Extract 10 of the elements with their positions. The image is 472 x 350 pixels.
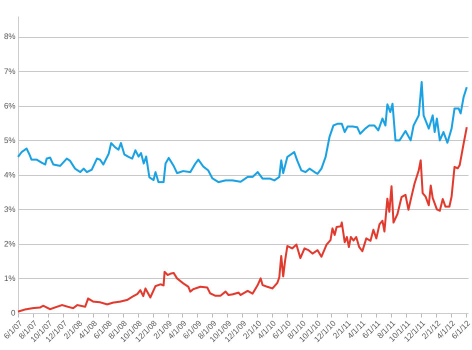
y-tick-label: 2% [4, 239, 16, 248]
y-tick-label: 7% [4, 66, 16, 76]
y-tick-label: 1% [4, 274, 16, 283]
y-tick-label: 6% [4, 101, 16, 110]
y-tick-label: 5% [4, 136, 16, 145]
y-tick-label: 8% [4, 32, 16, 42]
line-series [17, 80, 468, 184]
y-tick-label: 4% [4, 170, 16, 180]
y-tick-label: 3% [4, 204, 16, 214]
y-tick-label: 0 [11, 308, 16, 318]
